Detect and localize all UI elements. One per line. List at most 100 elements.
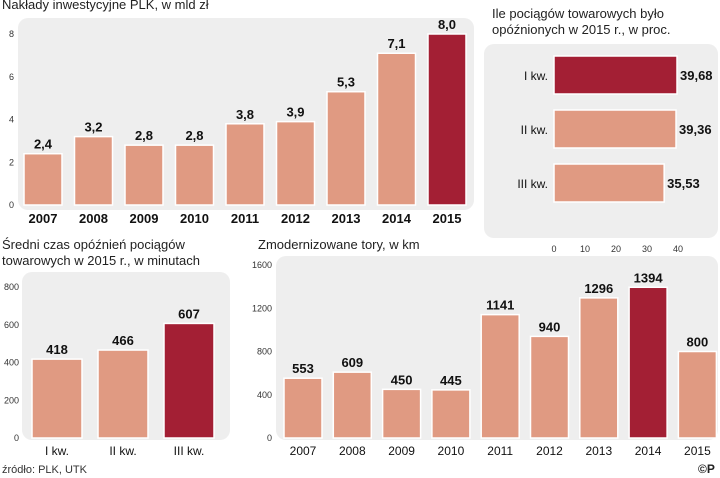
invest-bar	[225, 123, 265, 206]
delay_time-bar	[31, 358, 83, 439]
invest-value-label: 5,3	[337, 75, 355, 90]
invest-ytick: 6	[9, 72, 14, 82]
invest-value-label: 8,0	[438, 17, 456, 32]
delay_time-category-label: I kw.	[45, 444, 69, 458]
title-delay-time-line2: towarowych w 2015 r., w minutach	[2, 253, 200, 268]
tracks-value-label: 940	[539, 319, 561, 334]
tracks-category-label: 2013	[585, 444, 612, 458]
tracks-ytick: 1200	[252, 303, 272, 313]
delay_time-bar	[97, 349, 149, 439]
delayed-category-label: I kw.	[524, 69, 548, 83]
invest-category-label: 2013	[332, 211, 361, 226]
invest-value-label: 2,8	[185, 128, 203, 143]
invest-ytick: 8	[9, 29, 14, 39]
invest-ytick: 0	[9, 200, 14, 210]
delay_time-ytick: 400	[4, 358, 19, 368]
source-note: źródło: PLK, UTK	[2, 464, 87, 476]
invest-bar	[124, 144, 164, 206]
tracks-bar	[677, 350, 718, 439]
delayed-value-label: 39,36	[679, 122, 712, 137]
delay_time-ytick: 600	[4, 320, 19, 330]
tracks-bar	[579, 297, 619, 439]
invest-category-label: 2012	[281, 211, 310, 226]
invest-ytick: 4	[9, 115, 14, 125]
invest-bar	[326, 90, 366, 206]
invest-value-label: 3,9	[286, 105, 304, 120]
invest-bar	[23, 152, 63, 206]
delayed-value-label: 39,68	[680, 68, 713, 83]
title-delayed-line1: Ile pociągów towarowych było	[492, 6, 664, 21]
invest-category-label: 2010	[180, 211, 209, 226]
tracks-bar	[381, 388, 422, 439]
invest-category-label: 2007	[29, 211, 58, 226]
invest-bar	[275, 120, 316, 206]
tracks-bar	[431, 389, 471, 439]
delayed-bar	[553, 55, 678, 95]
tracks-ytick: 800	[257, 347, 272, 357]
tracks-ytick: 1600	[252, 260, 272, 270]
delay_time-ytick: 0	[14, 433, 19, 443]
delayed-bar	[553, 109, 677, 149]
delay_time-ytick: 200	[4, 395, 19, 405]
delayed-xtick: 40	[673, 244, 683, 254]
invest-bar	[174, 144, 215, 206]
delay_time-ytick: 800	[4, 282, 19, 292]
publisher-logo: ©P	[698, 462, 715, 476]
invest-bar	[427, 33, 467, 206]
invest-category-label: 2009	[130, 211, 159, 226]
tracks-category-label: 2015	[684, 444, 711, 458]
title-invest: Nakłady inwestycyjne PLK, w mld zł	[2, 0, 209, 12]
invest-value-label: 2,4	[34, 137, 53, 152]
tracks-bar	[628, 286, 668, 439]
tracks-category-label: 2009	[388, 444, 415, 458]
delayed-bar	[553, 163, 665, 203]
delay_time-bar	[163, 322, 215, 439]
tracks-category-label: 2008	[339, 444, 366, 458]
tracks-bar	[332, 371, 373, 439]
delayed-xtick: 20	[611, 244, 621, 254]
invest-category-label: 2015	[433, 211, 462, 226]
tracks-value-label: 609	[341, 355, 363, 370]
tracks-category-label: 2010	[438, 444, 465, 458]
tracks-category-label: 2007	[290, 444, 317, 458]
tracks-bar	[480, 313, 520, 439]
tracks-category-label: 2014	[635, 444, 662, 458]
tracks-category-label: 2011	[487, 444, 513, 458]
invest-category-label: 2014	[382, 211, 412, 226]
invest-category-label: 2011	[231, 211, 259, 226]
delayed-category-label: III kw.	[517, 177, 548, 191]
delayed-xtick: 30	[642, 244, 652, 254]
invest-ytick: 2	[9, 157, 14, 167]
tracks-ytick: 400	[257, 390, 272, 400]
title-delay-time-line1: Średni czas opóźnień pociągów	[2, 237, 185, 252]
delay_time-category-label: III kw.	[174, 444, 205, 458]
tracks-value-label: 553	[292, 361, 314, 376]
tracks-value-label: 1296	[584, 281, 613, 296]
tracks-bar	[283, 377, 323, 439]
tracks-value-label: 450	[391, 372, 413, 387]
delayed-xtick: 0	[551, 244, 556, 254]
tracks-value-label: 445	[440, 373, 462, 388]
delay_time-category-label: II kw.	[109, 444, 136, 458]
delay_time-value-label: 466	[112, 333, 134, 348]
delayed-category-label: II kw.	[521, 123, 548, 137]
invest-value-label: 2,8	[135, 128, 153, 143]
delayed-value-label: 35,53	[667, 176, 700, 191]
invest-value-label: 3,2	[84, 120, 102, 135]
title-tracks: Zmodernizowane tory, w km	[258, 237, 420, 252]
tracks-category-label: 2012	[536, 444, 563, 458]
invest-bar	[376, 52, 417, 206]
delayed-xtick: 10	[580, 244, 590, 254]
delay_time-value-label: 607	[178, 306, 200, 321]
tracks-value-label: 1141	[486, 298, 514, 313]
title-delayed-line2: opóźnionych w 2015 r., w proc.	[492, 22, 671, 37]
delay_time-value-label: 418	[46, 342, 68, 357]
invest-value-label: 7,1	[387, 36, 405, 51]
invest-value-label: 3,8	[236, 107, 254, 122]
tracks-value-label: 800	[687, 335, 709, 350]
invest-category-label: 2008	[79, 211, 108, 226]
invest-bar	[73, 135, 114, 206]
tracks-ytick: 0	[267, 433, 272, 443]
tracks-bar	[529, 335, 570, 439]
